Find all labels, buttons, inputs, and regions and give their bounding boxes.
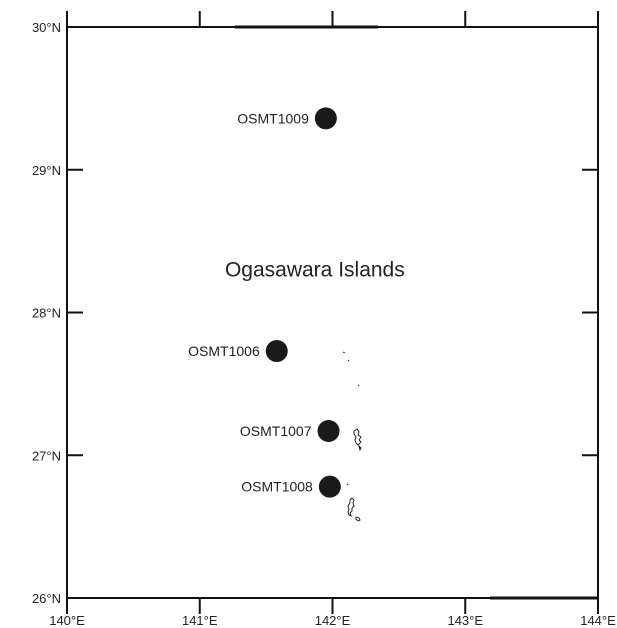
station-label: OSMT1007 [240, 423, 312, 439]
island-chichijima-group [353, 428, 362, 452]
islands-outline [342, 351, 362, 522]
lon-tick-label: 140°E [49, 613, 85, 628]
station-marker: OSMT1006 [188, 340, 288, 363]
station-marker: OSMT1008 [241, 475, 341, 498]
station-dot [318, 475, 341, 498]
lat-tick-label: 27°N [32, 448, 61, 463]
station-marker: OSMT1009 [237, 107, 337, 130]
lon-tick-label: 142°E [315, 613, 351, 628]
lat-tick-label: 30°N [32, 20, 61, 35]
station-marker: OSMT1007 [240, 419, 340, 442]
lon-tick-label: 143°E [447, 613, 483, 628]
lat-tick-label: 28°N [32, 306, 61, 321]
lat-tick-label: 29°N [32, 163, 61, 178]
station-label: OSMT1008 [241, 479, 313, 495]
island-hahajima-group [346, 483, 361, 522]
station-label: OSMT1006 [188, 343, 260, 359]
region-label: Ogasawara Islands [225, 259, 405, 282]
lat-tick-label: 26°N [32, 591, 61, 606]
station-dot [314, 107, 337, 130]
lon-tick-label: 141°E [182, 613, 218, 628]
station-dot [265, 340, 288, 363]
lon-tick-label: 144°E [580, 613, 616, 628]
station-label: OSMT1009 [237, 110, 309, 126]
island-mukojima-group [342, 351, 360, 387]
station-dot [317, 419, 340, 442]
